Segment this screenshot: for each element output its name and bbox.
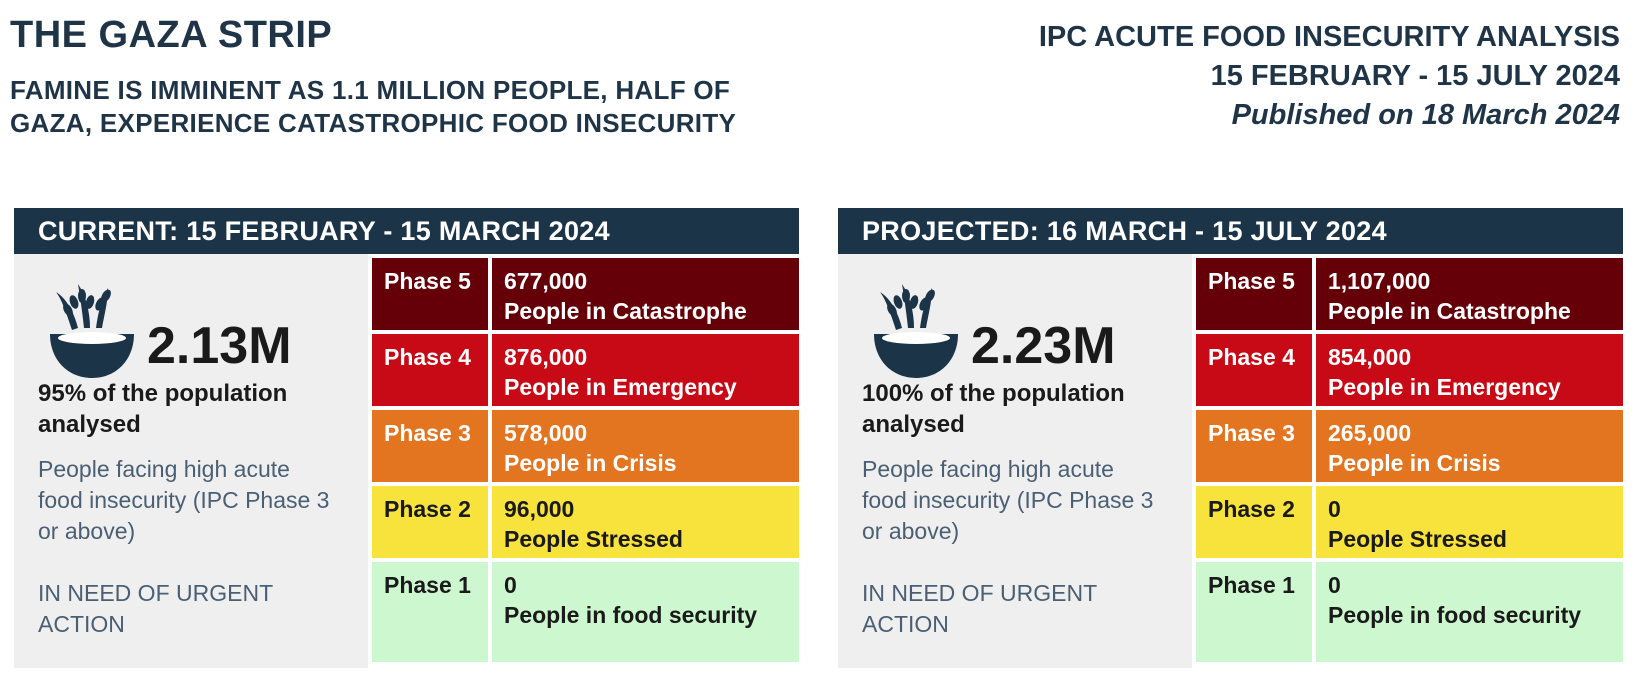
projected-panel: PROJECTED: 16 MARCH - 15 JULY 2024 2.23M… [838, 208, 1623, 668]
summary-box: 2.13M 95% of the population analysed Peo… [14, 254, 368, 668]
page-subtitle: FAMINE IS IMMINENT AS 1.1 MILLION PEOPLE… [10, 75, 737, 138]
phase-description: People Stressed [1328, 526, 1507, 552]
phase-value-cell: 677,000 People in Catastrophe [492, 258, 799, 330]
summary-box: 2.23M 100% of the population analysed Pe… [838, 254, 1192, 668]
published-date: Published on 18 March 2024 [1231, 99, 1620, 131]
phase-label: Phase 1 [372, 562, 488, 662]
total-people: 2.13M [147, 317, 292, 375]
phase-label: Phase 5 [372, 258, 488, 330]
phase-count: 265,000 [1328, 420, 1412, 446]
phase-row: Phase 5 677,000 People in Catastrophe [372, 258, 799, 330]
phase-label: Phase 3 [1196, 410, 1312, 482]
phase-value-cell: 0 People in food security [1316, 562, 1623, 662]
urgent-action-text: IN NEED OF URGENT ACTION [38, 580, 273, 637]
description-text: People facing high acute food insecurity… [862, 456, 1154, 544]
phase-description: People in Crisis [1328, 450, 1501, 476]
phase-label: Phase 4 [1196, 334, 1312, 406]
phase-value-cell: 876,000 People in Emergency [492, 334, 799, 406]
phase-table: Phase 5 677,000 People in Catastrophe Ph… [372, 258, 799, 666]
urgent-action-text: IN NEED OF URGENT ACTION [862, 580, 1097, 637]
phase-row: Phase 3 578,000 People in Crisis [372, 410, 799, 482]
phase-label: Phase 4 [372, 334, 488, 406]
page-title: THE GAZA STRIP [10, 14, 333, 56]
phase-description: People in Emergency [504, 374, 737, 400]
population-percentage: 95% of the population analysed [38, 380, 288, 438]
analysis-title: IPC ACUTE FOOD INSECURITY ANALYSIS [1038, 21, 1620, 53]
panel-heading: CURRENT: 15 FEBRUARY - 15 MARCH 2024 [14, 208, 799, 254]
phase-value-cell: 265,000 People in Crisis [1316, 410, 1623, 482]
phase-row: Phase 4 876,000 People in Emergency [372, 334, 799, 406]
phase-description: People in Catastrophe [1328, 298, 1571, 324]
phase-description: People Stressed [504, 526, 683, 552]
phase-description: People in Catastrophe [504, 298, 747, 324]
phase-row: Phase 2 96,000 People Stressed [372, 486, 799, 558]
phase-value-cell: 96,000 People Stressed [492, 486, 799, 558]
phase-row: Phase 1 0 People in food security [372, 562, 799, 662]
phase-description: People in Crisis [504, 450, 677, 476]
phase-label: Phase 3 [372, 410, 488, 482]
grain-bowl-icon [874, 284, 958, 378]
phase-count: 1,107,000 [1328, 268, 1431, 294]
phase-description: People in food security [504, 602, 758, 628]
grain-bowl-icon [50, 284, 134, 378]
phase-label: Phase 2 [1196, 486, 1312, 558]
panel-heading: PROJECTED: 16 MARCH - 15 JULY 2024 [838, 208, 1623, 254]
phase-value-cell: 854,000 People in Emergency [1316, 334, 1623, 406]
phase-row: Phase 1 0 People in food security [1196, 562, 1623, 662]
phase-count: 0 [504, 572, 517, 598]
phase-count: 96,000 [504, 496, 575, 522]
phase-count: 0 [1328, 496, 1341, 522]
analysis-period: 15 FEBRUARY - 15 JULY 2024 [1210, 60, 1620, 92]
phase-count: 578,000 [504, 420, 588, 446]
total-people: 2.23M [971, 317, 1116, 375]
phase-label: Phase 2 [372, 486, 488, 558]
population-percentage: 100% of the population analysed [862, 380, 1125, 438]
description-text: People facing high acute food insecurity… [38, 456, 330, 544]
phase-value-cell: 0 People in food security [492, 562, 799, 662]
phase-description: People in food security [1328, 602, 1582, 628]
phase-count: 0 [1328, 572, 1341, 598]
phase-row: Phase 4 854,000 People in Emergency [1196, 334, 1623, 406]
phase-row: Phase 3 265,000 People in Crisis [1196, 410, 1623, 482]
phase-count: 854,000 [1328, 344, 1412, 370]
phase-value-cell: 0 People Stressed [1316, 486, 1623, 558]
phase-row: Phase 2 0 People Stressed [1196, 486, 1623, 558]
phase-count: 677,000 [504, 268, 588, 294]
current-panel: CURRENT: 15 FEBRUARY - 15 MARCH 2024 2.1… [14, 208, 799, 668]
phase-label: Phase 5 [1196, 258, 1312, 330]
phase-value-cell: 578,000 People in Crisis [492, 410, 799, 482]
phase-count: 876,000 [504, 344, 588, 370]
phase-table: Phase 5 1,107,000 People in Catastrophe … [1196, 258, 1623, 666]
phase-row: Phase 5 1,107,000 People in Catastrophe [1196, 258, 1623, 330]
analysis-header: IPC ACUTE FOOD INSECURITY ANALYSIS 15 FE… [1039, 18, 1620, 134]
phase-label: Phase 1 [1196, 562, 1312, 662]
phase-value-cell: 1,107,000 People in Catastrophe [1316, 258, 1623, 330]
phase-description: People in Emergency [1328, 374, 1561, 400]
